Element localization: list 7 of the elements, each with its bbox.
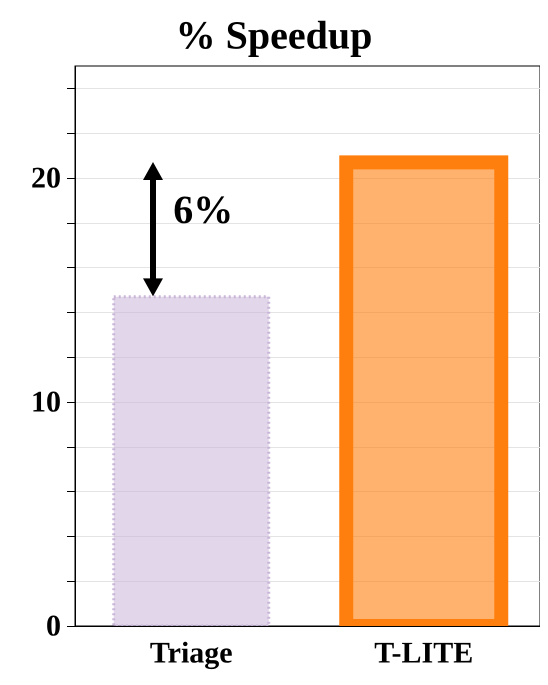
x-tick-label: Triage — [150, 636, 233, 670]
annotation: 6% — [173, 187, 234, 232]
y-tick-label: 20 — [31, 162, 61, 194]
y-tick-label: 10 — [31, 386, 61, 418]
chart-title: % Speedup — [176, 12, 372, 58]
y-tick-label: 0 — [46, 610, 61, 642]
x-tick-label: T-LITE — [374, 636, 474, 670]
